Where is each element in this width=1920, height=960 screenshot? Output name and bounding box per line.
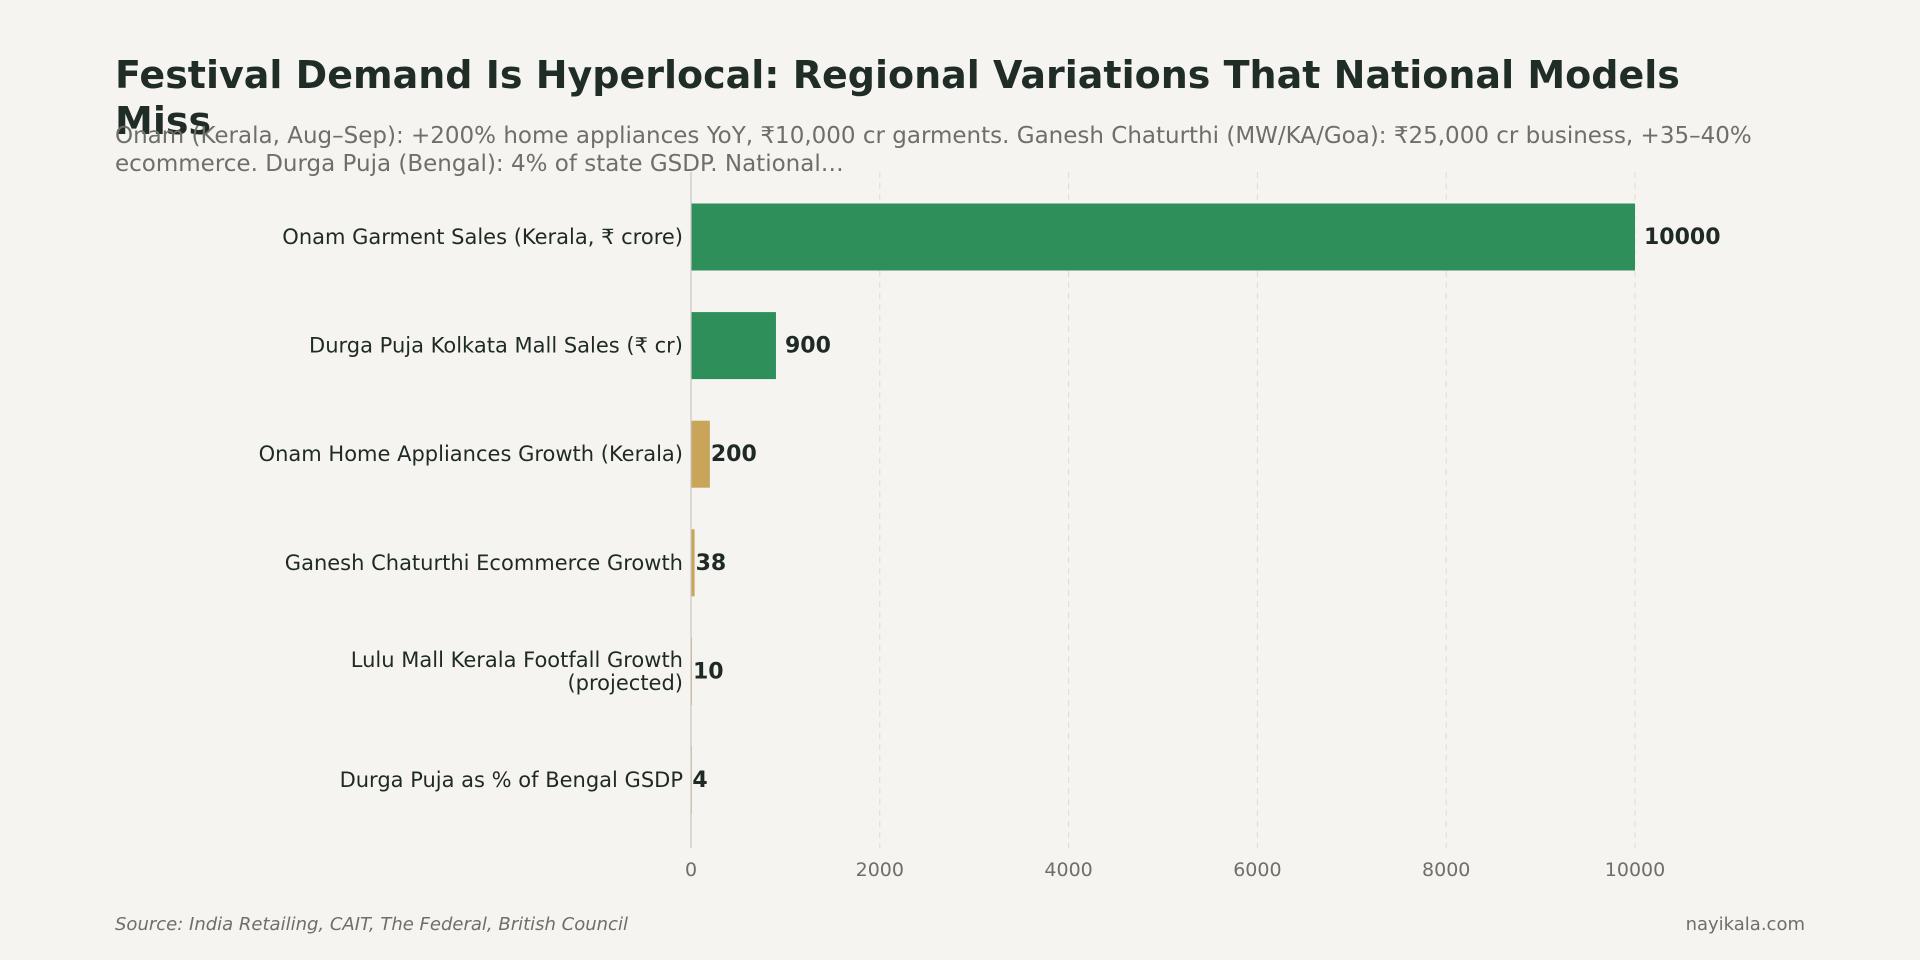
bars	[691, 203, 1635, 814]
x-tick-label: 0	[685, 859, 697, 881]
category-label: Onam Garment Sales (Kerala, ₹ crore)	[282, 225, 683, 249]
grid-lines	[879, 172, 1636, 848]
source-note: Source: India Retailing, CAIT, The Feder…	[115, 914, 628, 935]
x-tick-label: 2000	[856, 859, 904, 881]
x-tick-label: 8000	[1422, 859, 1470, 881]
category-label: Onam Home Appliances Growth (Kerala)	[259, 442, 683, 466]
bar	[691, 420, 710, 488]
category-label: Ganesh Chaturthi Ecommerce Growth	[285, 551, 683, 575]
value-label: 900	[785, 334, 831, 359]
value-label: 10	[693, 659, 724, 684]
bar	[691, 203, 1635, 271]
chart-title: Festival Demand Is Hyperlocal: Regional …	[115, 53, 1680, 143]
x-tick-label: 10000	[1605, 859, 1665, 881]
axes: 0 2000 4000 6000 8000 10000	[685, 172, 1665, 881]
bar	[691, 312, 776, 380]
bar	[691, 529, 695, 597]
value-label: 10000	[1644, 225, 1721, 250]
value-label: 38	[696, 551, 727, 576]
category-label: Lulu Mall Kerala Footfall Growth (project…	[351, 648, 683, 695]
chart-subtitle: Onam (Kerala, Aug–Sep): +200% home appli…	[115, 123, 1752, 177]
labels: Onam Garment Sales (Kerala, ₹ crore) 1000…	[259, 225, 1721, 793]
value-label: 4	[692, 768, 707, 793]
x-tick-label: 6000	[1233, 859, 1281, 881]
category-label: Durga Puja as % of Bengal GSDP	[340, 768, 683, 792]
category-label: Durga Puja Kolkata Mall Sales (₹ cr)	[309, 334, 683, 358]
x-tick-label: 4000	[1044, 859, 1092, 881]
site-credit: nayikala.com	[1685, 914, 1805, 935]
value-label: 200	[711, 442, 757, 467]
